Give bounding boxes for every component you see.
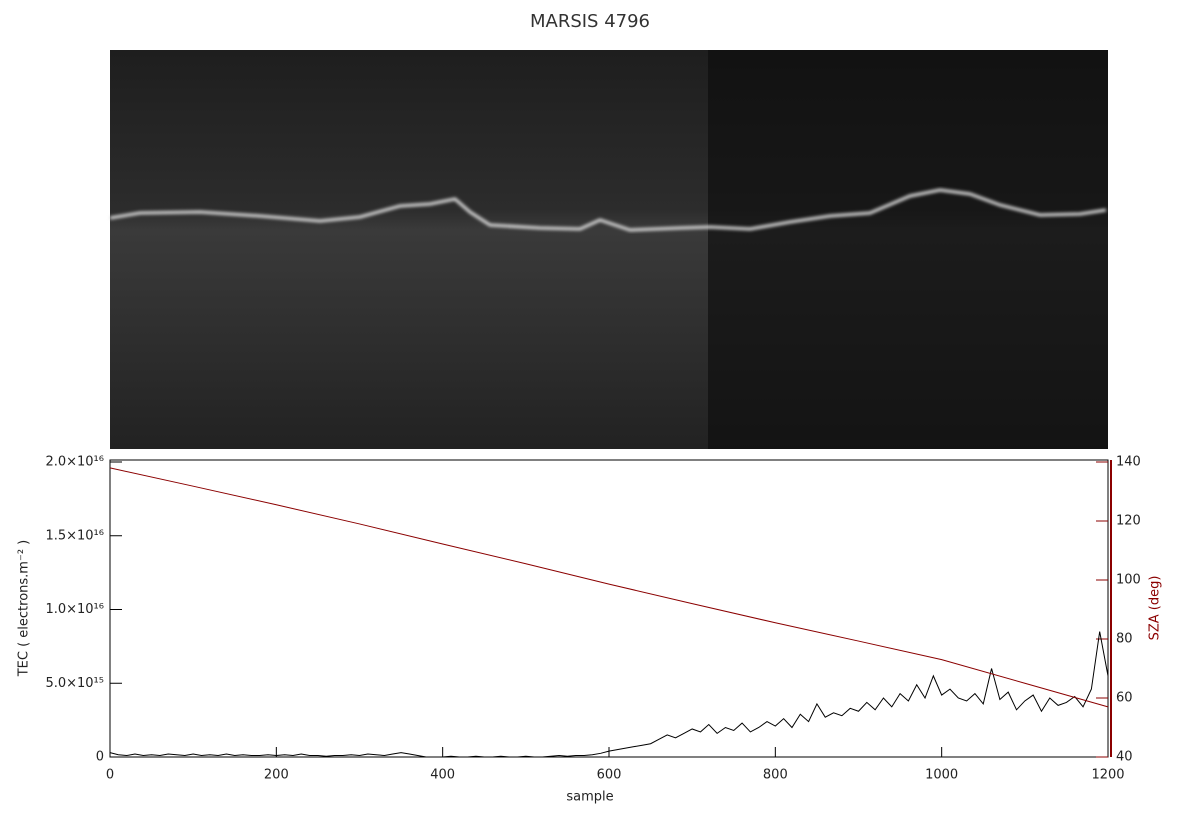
y2-tick-label: 60 (1116, 691, 1133, 706)
y-axis-label: TEC ( electrons.m⁻² ) (17, 540, 32, 678)
y2-tick-label: 80 (1116, 632, 1133, 647)
y-tick-label: 0 (96, 750, 104, 765)
y2-tick-label: 120 (1116, 514, 1141, 529)
data-line (109, 631, 1109, 758)
x-tick-label: 1200 (1091, 768, 1124, 783)
y2-axis-label: SZA (deg) (1148, 576, 1163, 641)
data-line (109, 467, 1109, 708)
y-tick-label: 1.0×10¹⁶ (45, 602, 104, 617)
x-tick-label: 600 (597, 768, 622, 783)
x-tick-label: 400 (430, 768, 455, 783)
radargram (109, 50, 1108, 449)
y2-tick-label: 140 (1116, 455, 1141, 470)
plot-area (109, 459, 1109, 758)
x-tick-label: 800 (763, 768, 788, 783)
y-tick-label: 1.5×10¹⁶ (45, 528, 104, 543)
y2-tick-label: 100 (1116, 573, 1141, 588)
x-tick-label: 0 (106, 768, 114, 783)
y-tick-label: 5.0×10¹⁵ (45, 676, 104, 691)
y-tick-label: 2.0×10¹⁶ (45, 455, 104, 470)
x-tick-label: 1000 (925, 768, 958, 783)
chart-title: MARSIS 4796 (530, 11, 650, 32)
x-axis-label: sample (566, 790, 613, 805)
x-tick-label: 200 (264, 768, 289, 783)
y2-tick-label: 40 (1116, 750, 1133, 765)
